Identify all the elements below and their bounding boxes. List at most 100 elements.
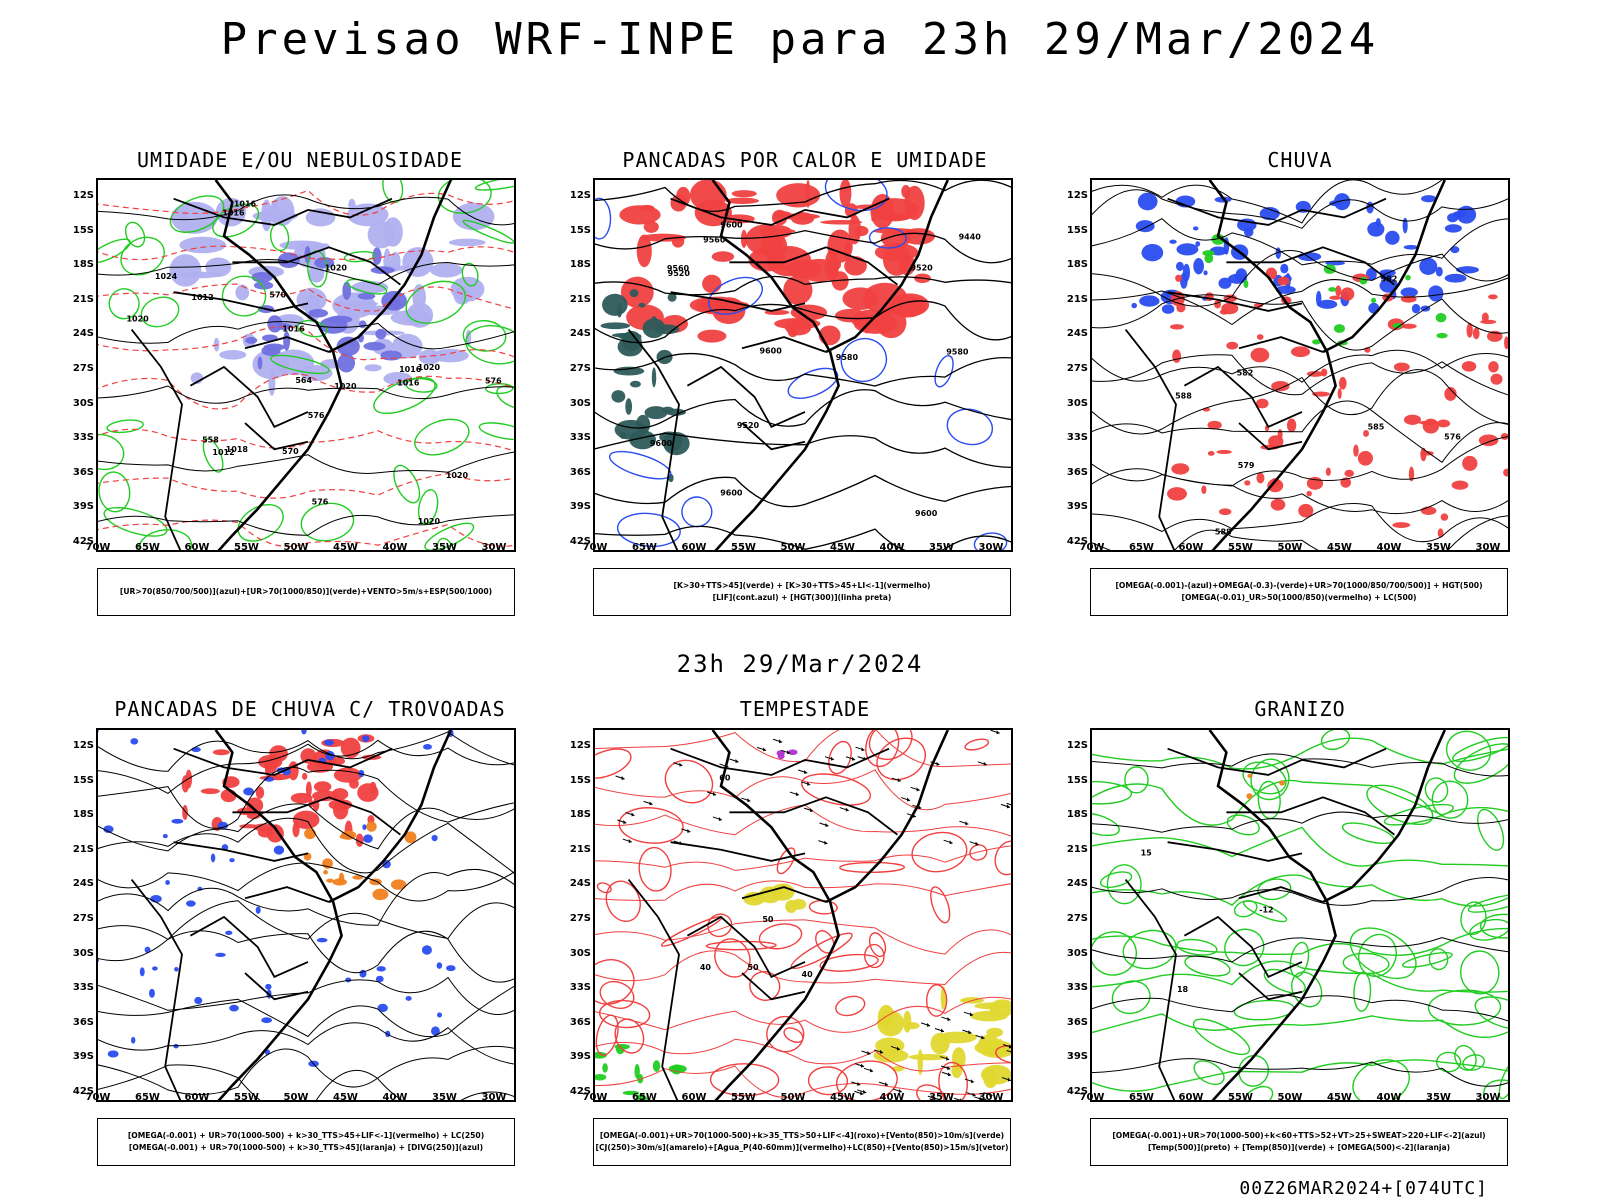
legend-line: [OMEGA(-0.01)_UR>50(1000/850)(vermelho) …	[1181, 593, 1417, 602]
latitude-tick-label: 39S	[72, 1051, 94, 1063]
longitude-tick-label: 70W	[1079, 542, 1105, 553]
latitude-tick-label: 18S	[569, 259, 591, 271]
contour-label: 9600	[915, 509, 938, 518]
latitude-tick-label: 12S	[1066, 740, 1088, 751]
country-border	[1238, 422, 1303, 451]
latitude-tick-label: 30S	[569, 397, 591, 409]
contour-label: 1020	[126, 315, 149, 324]
longitude-tick-label: 35W	[1426, 1092, 1451, 1103]
contour-label: 1020	[334, 382, 357, 391]
contour-label: 1016	[282, 324, 305, 333]
contour-label: 1016	[397, 379, 420, 388]
map-panel-granizo[interactable]: -12 15 18	[1090, 728, 1510, 1102]
longitude-tick-label: 40W	[879, 542, 905, 553]
contour-label: 9560	[667, 264, 690, 273]
latitude-tick-label: 21S	[72, 843, 94, 855]
latitude-tick-label: 15S	[1066, 774, 1088, 786]
map-panel-trovoadas[interactable]	[96, 728, 516, 1102]
country-border	[627, 329, 680, 550]
longitude-tick-label: 70W	[1079, 1092, 1105, 1103]
latitude-tick-label: 12S	[569, 190, 591, 201]
longitude-tick-label: 55W	[1228, 542, 1253, 553]
contour-label: 558	[202, 435, 219, 444]
contour-label: 579	[1238, 461, 1255, 470]
country-border	[627, 879, 680, 1100]
contour-label: -12	[1259, 905, 1273, 914]
latitude-tick-label: 33S	[72, 432, 94, 444]
latitude-tick-label: 42S	[1066, 536, 1088, 547]
contour-label: 1016	[234, 200, 257, 209]
contour-label: 1020	[446, 471, 469, 480]
latitude-tick-label: 33S	[1066, 982, 1088, 994]
latitude-tick-label: 15S	[569, 774, 591, 786]
map-panel-umidade[interactable]: 1012 1024 1016 1016 1018 1020 1020 1020 1020 1016…	[96, 178, 516, 552]
longitude-tick-label: 50W	[780, 542, 806, 553]
contour-label: 582	[1237, 369, 1254, 378]
map-field-svg: 50 60 40 50 40	[595, 730, 1011, 1100]
longitude-tick-label: 45W	[333, 1092, 358, 1103]
country-border	[670, 841, 806, 862]
latitude-tick-label: 42S	[569, 536, 591, 547]
latitude-tick-label: 30S	[72, 947, 94, 959]
latitude-tick-label: 42S	[72, 536, 94, 547]
latitude-tick-label: 24S	[1066, 328, 1088, 340]
longitude-tick-label: 30W	[978, 542, 1004, 553]
map-panel-chuva[interactable]: 588 585 582 579 576 582 588	[1090, 178, 1510, 552]
country-border	[1167, 291, 1303, 312]
map-field-svg: 1012102410161016101810201020102010201016…	[98, 180, 514, 550]
latitude-tick-label: 15S	[1066, 224, 1088, 236]
humidity-blue-area	[169, 196, 495, 396]
contour-label: 1012	[212, 448, 234, 457]
storm-orange-area	[303, 821, 417, 901]
map-panel-tempestade[interactable]: 50 60 40 50 40	[593, 728, 1013, 1102]
latitude-tick-label: 36S	[569, 466, 591, 478]
contour-label: 1016	[222, 208, 245, 217]
contour-label: 576	[485, 377, 502, 386]
country-border	[1167, 197, 1387, 226]
contour-label: 9520	[668, 269, 691, 278]
contour-label: 40	[700, 963, 712, 972]
latitude-tick-label: 33S	[569, 432, 591, 444]
legend-line: [OMEGA(-0.001) + UR>70(1000-500) + k>30_…	[128, 1143, 484, 1152]
contour-label: 582	[1381, 274, 1398, 283]
contour-label: 9600	[650, 439, 673, 448]
storm-purple-area	[776, 749, 798, 760]
convection-teal-area	[600, 289, 690, 483]
legend-line: [LIF](cont.azul) + [HGT(300)](linha pret…	[712, 593, 892, 602]
latitude-tick-label: 42S	[72, 1086, 94, 1097]
country-border	[1226, 796, 1395, 836]
longitude-tick-label: 30W	[978, 1092, 1004, 1103]
contour-label: 15	[1141, 848, 1153, 857]
legend-tempestade: [OMEGA(-0.001)+UR>70(1000-500)+k>35_TTS>…	[593, 1118, 1011, 1166]
country-border	[1167, 747, 1387, 776]
country-border	[1238, 972, 1303, 1001]
pressure-black-lines	[98, 194, 514, 536]
country-border	[244, 972, 309, 1001]
main-title: Previsao WRF-INPE para 23h 29/Mar/2024	[220, 14, 1380, 65]
footer-run-info: 00Z26MAR2024+[074UTC]	[1239, 1178, 1488, 1199]
contour-label: 18	[1177, 985, 1189, 994]
longitude-tick-label: 30W	[481, 542, 507, 553]
latitude-tick-label: 39S	[72, 501, 94, 513]
longitude-tick-label: 30W	[481, 1092, 507, 1103]
latitude-tick-label: 18S	[72, 809, 94, 821]
legend-line: [UR>70(850/700/500)](azul)+[UR>70(1000/8…	[119, 587, 493, 596]
country-border	[729, 246, 898, 286]
longitude-tick-label: 55W	[1228, 1092, 1253, 1103]
coastline-east	[1322, 730, 1446, 904]
latitude-tick-label: 33S	[569, 982, 591, 994]
country-border	[232, 246, 401, 286]
coastline	[214, 730, 343, 1100]
map-panel-pancadas-calor[interactable]: 9560 9580 9600 9600 9600 9520 9580 9600 9520 9440…	[593, 178, 1013, 552]
legend-line: [OMEGA(-0.001)+UR>70(1000-500)+k<60+TTS>…	[1112, 1131, 1486, 1140]
coastline-east	[825, 730, 949, 904]
longitude-tick-label: 30W	[1475, 542, 1501, 553]
longitude-tick-label: 60W	[1178, 1092, 1204, 1103]
latitude-tick-label: 21S	[1066, 293, 1088, 305]
map-field-svg: 588 585 582 579 576 582 588	[1092, 180, 1508, 550]
longitude-tick-label: 65W	[135, 1092, 160, 1103]
country-border	[741, 422, 806, 451]
country-border	[232, 796, 401, 836]
coastline	[711, 180, 840, 550]
longitude-tick-label: 60W	[681, 542, 707, 553]
